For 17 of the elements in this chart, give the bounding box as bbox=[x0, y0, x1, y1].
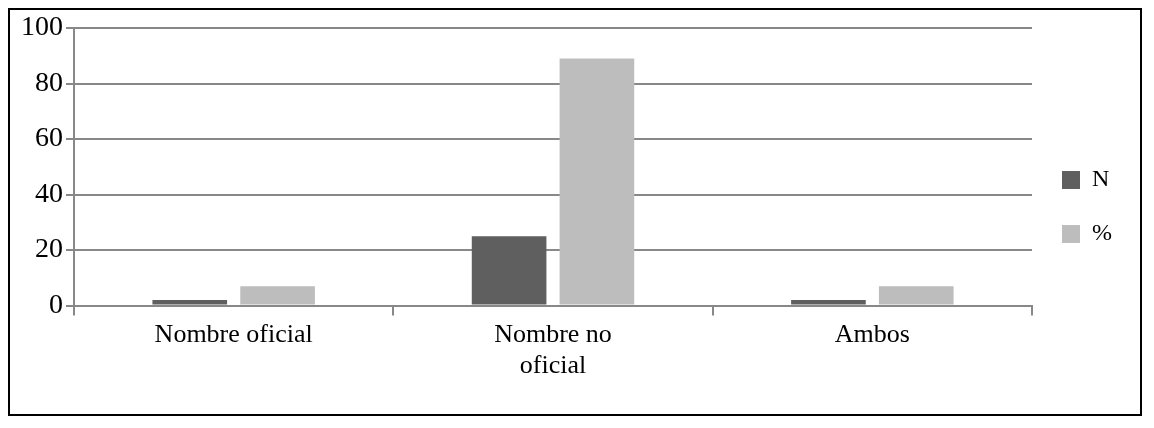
bar bbox=[152, 300, 228, 305]
bar bbox=[878, 286, 954, 305]
bar bbox=[240, 286, 315, 305]
y-tick-label: 80 bbox=[35, 65, 63, 97]
legend-label: % bbox=[1092, 219, 1113, 246]
x-tick-label: Ambos bbox=[834, 319, 910, 349]
bar bbox=[559, 58, 635, 305]
y-tick-label: 60 bbox=[35, 121, 63, 153]
y-tick-label: 20 bbox=[35, 232, 63, 264]
legend-label: N bbox=[1092, 165, 1110, 192]
y-tick-label: 40 bbox=[35, 176, 63, 208]
x-tick-label: Nombre oficial bbox=[154, 319, 313, 349]
bar bbox=[791, 300, 866, 305]
x-tick-label: Nombre no oficial bbox=[494, 319, 612, 380]
y-tick-label: 0 bbox=[49, 287, 63, 319]
y-tick-label: 100 bbox=[21, 10, 63, 42]
bar bbox=[471, 236, 547, 305]
